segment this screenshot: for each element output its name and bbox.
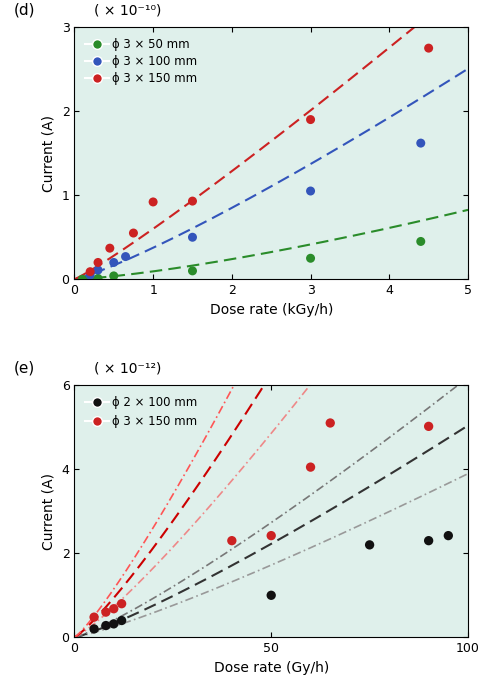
Point [86,270,94,281]
Point [307,253,314,264]
X-axis label: Dose rate (Gy/h): Dose rate (Gy/h) [214,661,329,675]
Point [102,620,110,631]
Point [94,257,102,268]
Point [189,266,196,277]
Point [307,114,314,125]
Point [149,197,157,207]
Point [90,624,98,635]
Point [110,271,118,281]
Text: (e): (e) [13,360,35,375]
Point [228,535,236,546]
Point [110,603,118,614]
Point [78,274,86,285]
Text: ( × 10⁻¹²): ( × 10⁻¹²) [94,361,161,375]
Point [444,530,452,541]
Point [106,243,114,254]
Point [86,266,94,277]
X-axis label: Dose rate (kGy/h): Dose rate (kGy/h) [209,302,333,317]
Point [425,535,432,546]
Point [425,43,432,54]
Legend: ϕ 3 × 50 mm, ϕ 3 × 100 mm, ϕ 3 × 150 mm: ϕ 3 × 50 mm, ϕ 3 × 100 mm, ϕ 3 × 150 mm [80,33,202,89]
Point [110,257,118,268]
Y-axis label: Current (A): Current (A) [42,473,56,550]
Y-axis label: Current (A): Current (A) [42,115,56,192]
Text: (d): (d) [13,2,35,17]
Point [110,618,118,629]
Text: ( × 10⁻¹⁰): ( × 10⁻¹⁰) [94,3,161,17]
Point [86,274,94,285]
Point [307,186,314,197]
Point [366,540,373,551]
Point [122,251,130,262]
Point [417,138,425,148]
Point [189,196,196,207]
Point [118,598,125,609]
Point [307,462,314,473]
Point [94,273,102,284]
Point [267,590,275,601]
Point [267,530,275,541]
Point [326,418,334,428]
Legend: ϕ 2 × 100 mm, ϕ 3 × 150 mm: ϕ 2 × 100 mm, ϕ 3 × 150 mm [80,391,202,433]
Point [94,264,102,275]
Point [425,421,432,432]
Point [417,236,425,247]
Point [90,612,98,622]
Point [102,607,110,618]
Point [118,615,125,626]
Point [130,228,137,239]
Point [189,232,196,243]
